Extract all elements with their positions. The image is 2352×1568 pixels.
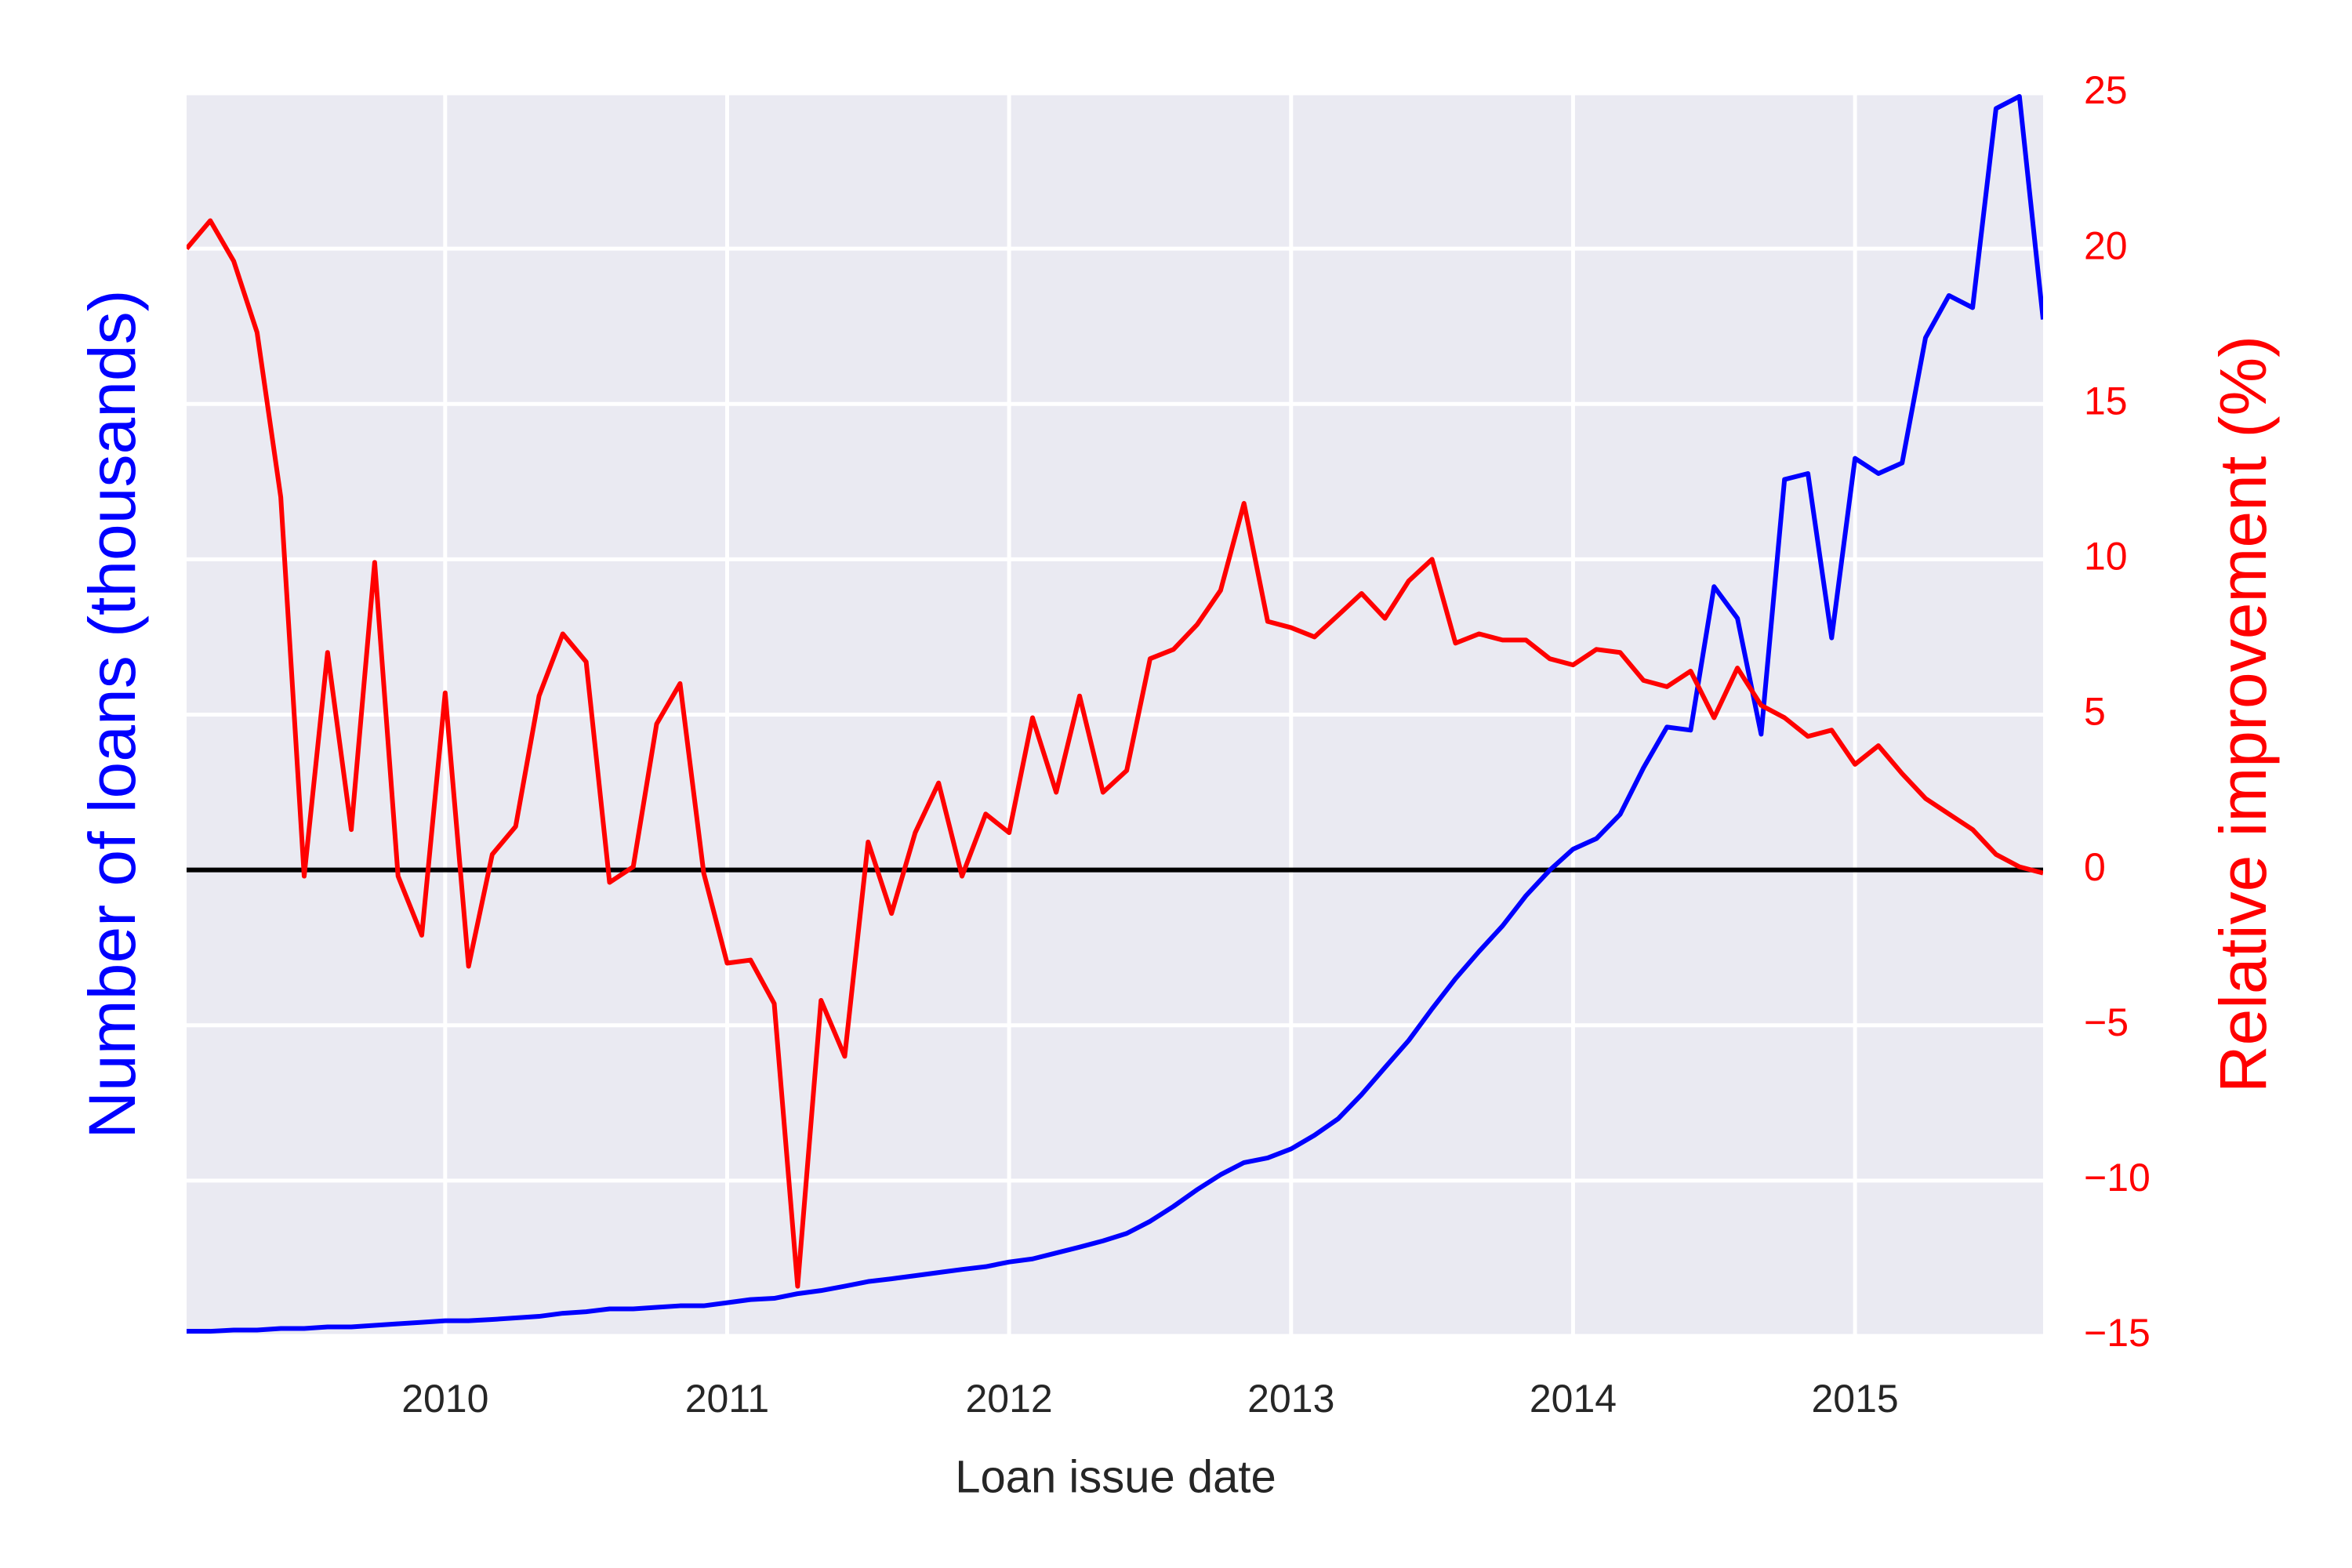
x-tick-label: 2014 bbox=[1530, 1377, 1617, 1421]
series-line bbox=[187, 218, 2043, 1289]
y2-tick-label: 20 bbox=[2084, 223, 2128, 267]
y2-tick-label: 0 bbox=[2084, 845, 2106, 889]
x-axis-label: Loan issue date bbox=[955, 1451, 1276, 1502]
y2-tick-label: −5 bbox=[2084, 1000, 2129, 1044]
y2-tick-label: −15 bbox=[2084, 1311, 2151, 1355]
x-tick-label: 2015 bbox=[1811, 1377, 1898, 1421]
y2-tick-label: 25 bbox=[2084, 68, 2128, 112]
lines bbox=[187, 93, 2043, 1334]
series-line bbox=[187, 93, 2043, 1334]
grid bbox=[187, 91, 2043, 1338]
x-tick-label: 2013 bbox=[1247, 1377, 1334, 1421]
y2-tick-label: 5 bbox=[2084, 690, 2106, 734]
x-tick-label: 2012 bbox=[966, 1377, 1053, 1421]
y2-tick-label: 15 bbox=[2084, 379, 2128, 423]
y2-tick-label: 10 bbox=[2084, 535, 2128, 579]
x-tick-label: 2010 bbox=[401, 1377, 488, 1421]
labels: 2010 2011 2012 2013 2014 2015 −15 −10 −5 0 5 10 15 20… bbox=[401, 68, 2151, 1421]
y-axis-label: Number of loans (thousands) bbox=[75, 289, 149, 1138]
y2-axis-label: Relative improvement (%) bbox=[2206, 336, 2280, 1093]
x-tick-label: 2011 bbox=[685, 1377, 770, 1421]
y2-tick-label: −10 bbox=[2084, 1156, 2151, 1200]
